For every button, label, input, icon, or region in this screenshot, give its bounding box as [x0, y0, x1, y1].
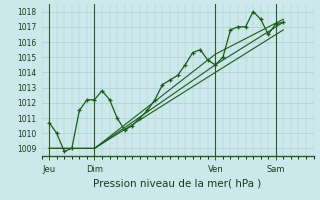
- X-axis label: Pression niveau de la mer( hPa ): Pression niveau de la mer( hPa ): [93, 178, 262, 188]
